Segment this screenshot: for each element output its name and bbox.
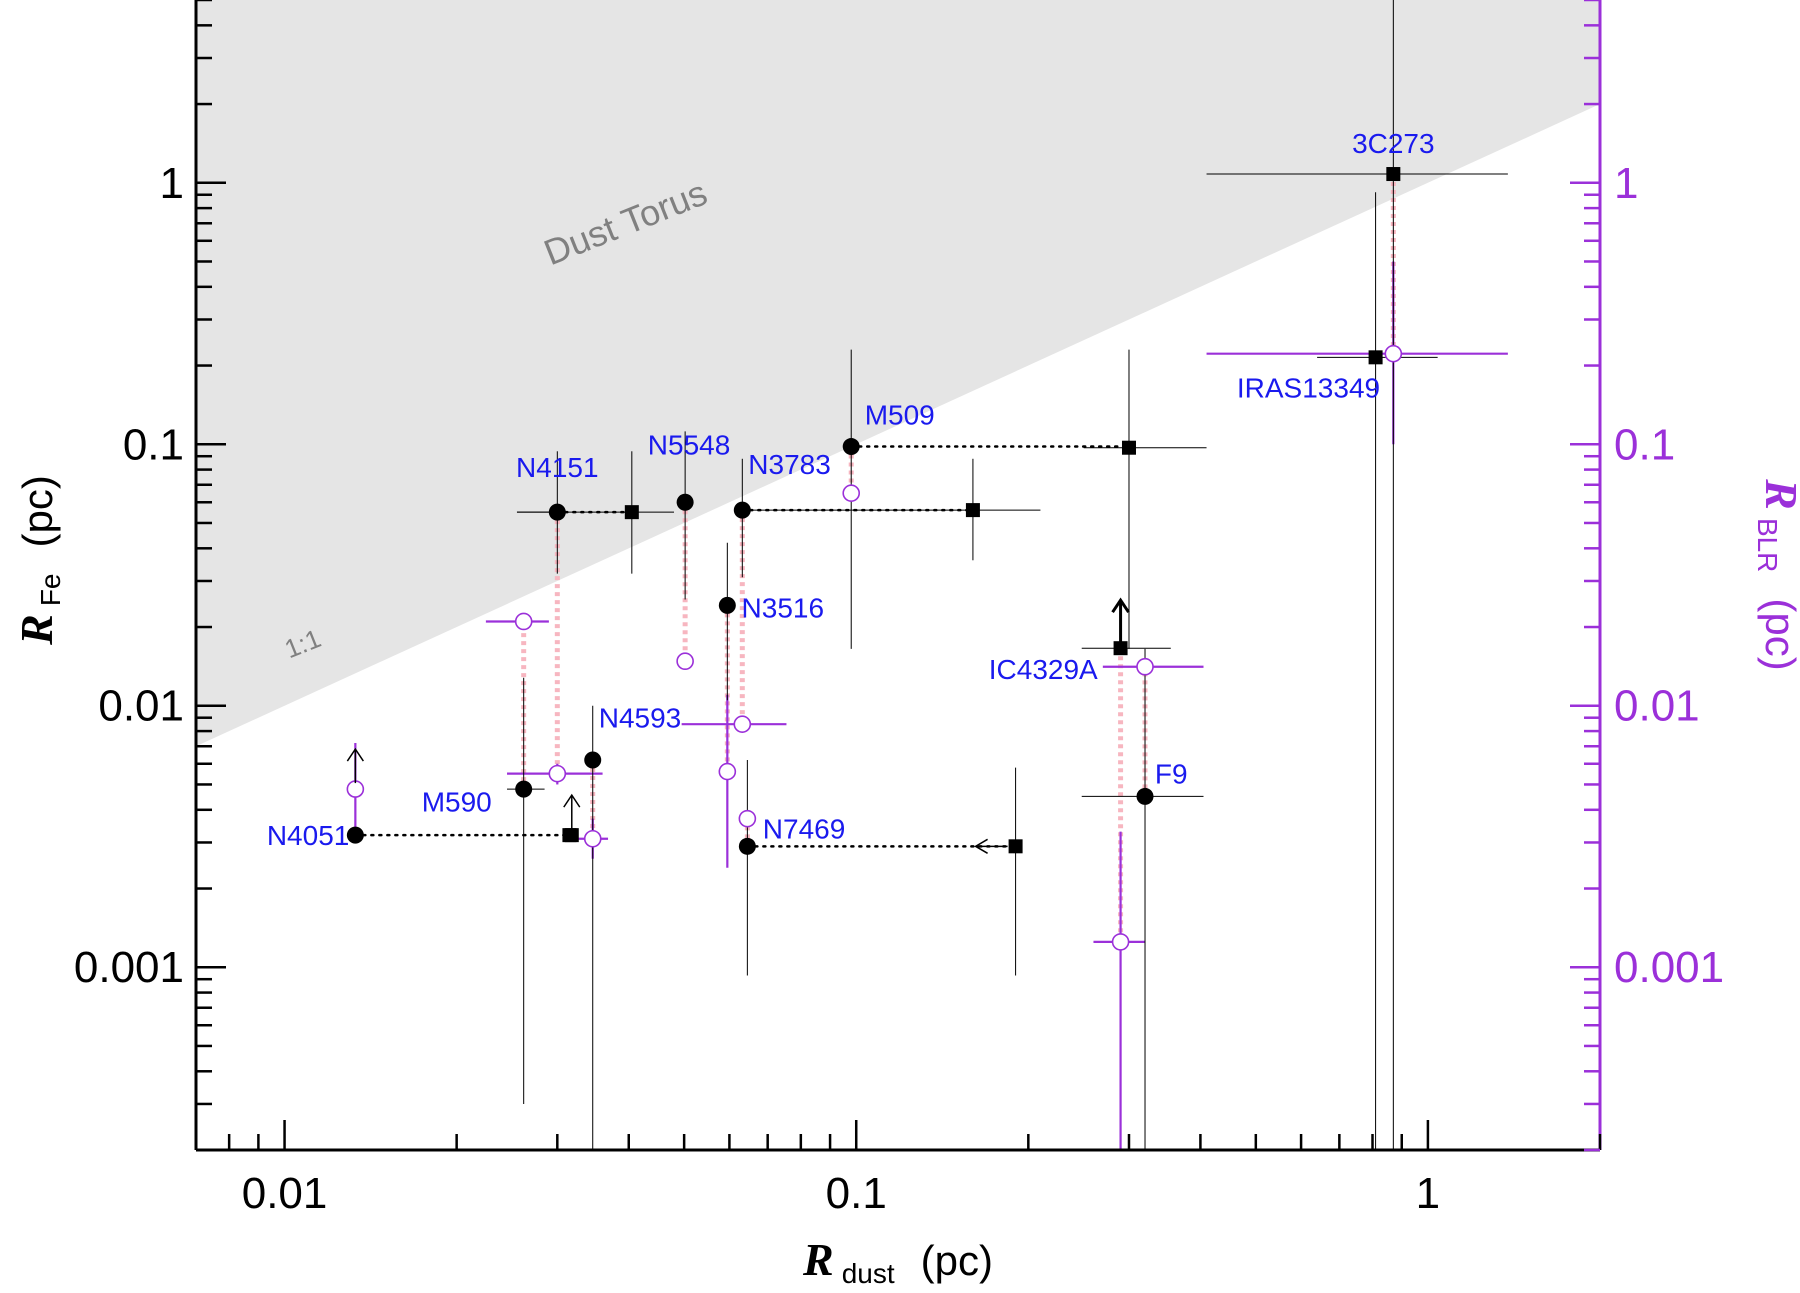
y-tick-label-left: 1 — [160, 159, 184, 208]
y-tick-label-left: 0.001 — [74, 943, 184, 992]
fe-circle-point — [842, 438, 860, 456]
fe-circle-point — [733, 501, 751, 519]
fe-circle-point — [718, 596, 736, 614]
fe-circle-point — [515, 780, 533, 798]
object-label: M509 — [865, 399, 935, 430]
object-label: F9 — [1155, 759, 1188, 790]
blr-point — [676, 652, 694, 671]
fe-square-point — [1386, 167, 1401, 182]
x-tick-label: 0.1 — [826, 1169, 887, 1218]
blr-point — [1111, 933, 1130, 951]
dust-torus-region — [196, 0, 1600, 747]
y-tick-label-right: 0.1 — [1614, 420, 1675, 469]
x-axis-title: R dust (pc) — [802, 1234, 993, 1289]
fe-circle-point — [676, 493, 694, 511]
blr-point — [514, 612, 533, 631]
object-label: N5548 — [648, 429, 731, 460]
blr-point — [346, 780, 365, 798]
object-label: IC4329A — [989, 654, 1098, 685]
object-label: N4593 — [599, 703, 682, 734]
y-tick-label-left: 0.1 — [123, 420, 184, 469]
blr-point — [738, 809, 757, 828]
blr-point — [733, 715, 752, 733]
object-label: N3516 — [742, 592, 825, 623]
fe-square-point — [1368, 350, 1383, 365]
y-tick-label-right: 0.01 — [1614, 682, 1700, 731]
limit-arrow-head — [1111, 597, 1130, 614]
object-label: M590 — [422, 787, 492, 818]
fe-square-point — [1113, 641, 1128, 656]
object-label: N4151 — [516, 452, 599, 483]
y-axis-title-right: R BLR (pc) — [1752, 478, 1800, 671]
fe-square-point — [624, 505, 639, 520]
fe-square-point — [965, 503, 980, 518]
limit-arrow-head — [563, 793, 581, 808]
blr-point — [548, 764, 567, 783]
fe-square-point — [1121, 440, 1136, 455]
limit-arrow-head — [346, 747, 364, 762]
fe-circle-point — [346, 826, 364, 844]
object-label: N4051 — [267, 820, 350, 851]
x-tick-label: 1 — [1416, 1169, 1440, 1218]
object-label: N7469 — [763, 813, 846, 844]
blr-point — [842, 484, 861, 502]
blr-point — [1136, 657, 1154, 676]
object-label: IRAS13349 — [1237, 372, 1380, 403]
y-axis-title-left: R Fe (pc) — [11, 475, 66, 646]
blr-point — [583, 829, 602, 848]
fe-square-point — [564, 828, 579, 843]
fe-circle-point — [548, 503, 566, 521]
limit-arrow-head — [974, 838, 988, 854]
blr-point — [718, 762, 737, 781]
blr-point — [1384, 344, 1403, 363]
x-tick-label: 0.01 — [242, 1169, 328, 1218]
fe-circle-point — [738, 837, 756, 855]
y-tick-label-right: 1 — [1614, 159, 1638, 208]
object-label: 3C273 — [1352, 128, 1435, 159]
y-tick-label-left: 0.01 — [98, 682, 184, 731]
fe-circle-point — [1136, 787, 1154, 805]
fe-square-point — [1008, 839, 1023, 854]
fe-circle-point — [584, 751, 602, 769]
y-tick-label-right: 0.001 — [1614, 943, 1724, 992]
object-label: N3783 — [748, 449, 831, 480]
